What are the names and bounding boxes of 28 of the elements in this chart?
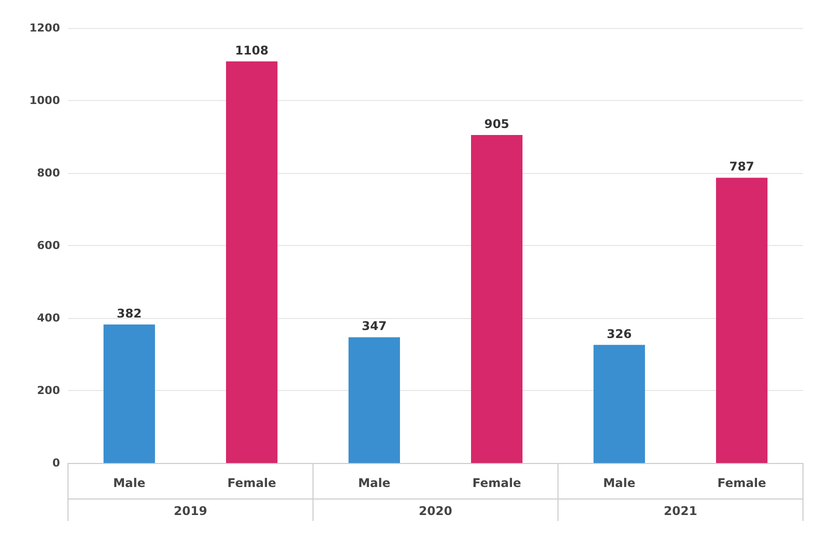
y-tick-label: 800 bbox=[37, 166, 60, 180]
x-tick-label: Male bbox=[603, 476, 636, 490]
y-tick-label: 400 bbox=[37, 312, 60, 324]
y-tick-label: 200 bbox=[37, 384, 60, 397]
x-tick-label: Female bbox=[717, 476, 766, 490]
text: 2019 bbox=[174, 504, 208, 518]
data-label: 905 bbox=[484, 116, 510, 131]
x-tick-label: Female bbox=[472, 476, 522, 490]
x-tick-label: Male bbox=[113, 476, 146, 490]
text: 2021 bbox=[664, 504, 698, 518]
x-tick-label: Female bbox=[227, 476, 276, 490]
data-label: 326 bbox=[606, 326, 632, 341]
data-label: 787 bbox=[729, 160, 754, 174]
bar bbox=[104, 324, 155, 463]
bar bbox=[226, 61, 278, 463]
x-tick-label: Male bbox=[358, 476, 390, 490]
data-label: 1108 bbox=[235, 43, 268, 58]
bar bbox=[348, 337, 400, 463]
bar bbox=[471, 134, 522, 463]
y-tick-label: 0 bbox=[52, 456, 60, 470]
y-tick-label: 600 bbox=[37, 239, 60, 252]
bar bbox=[716, 178, 768, 463]
y-tick-label: 1000 bbox=[29, 94, 60, 107]
y-tick-label: 1200 bbox=[29, 22, 60, 34]
data-label: 382 bbox=[116, 306, 142, 321]
text: 2020 bbox=[418, 504, 452, 518]
bar bbox=[594, 344, 645, 463]
data-label: 347 bbox=[362, 319, 387, 334]
